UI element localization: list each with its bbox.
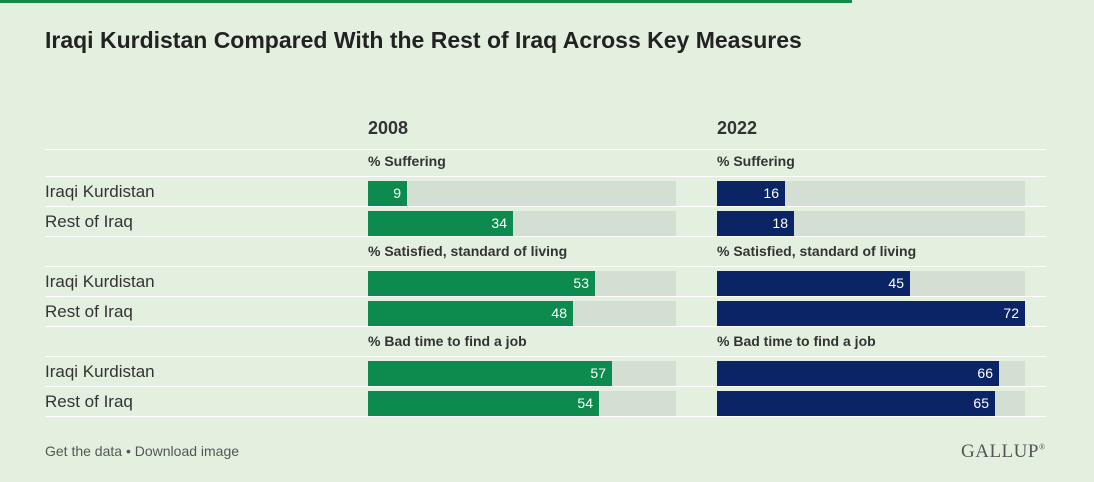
download-image-link[interactable]: Download image [134,443,240,459]
row-divider [45,326,1046,327]
bar-value-label: 57 [590,365,606,381]
row-label: Rest of Iraq [45,392,133,411]
row-label: Iraqi Kurdistan [45,272,155,291]
bar [717,361,999,386]
bar-track: 34 [368,211,676,236]
measure-divider [45,266,1046,267]
bar [368,181,407,206]
footer-separator: • [122,443,135,459]
bar [368,361,612,386]
year-header-2008: 2008 [368,118,409,138]
measure-label: % Bad time to find a job [717,333,876,349]
header-divider [45,149,1046,150]
measure-label: % Satisfied, standard of living [717,243,917,259]
chart-title: Iraqi Kurdistan Compared With the Rest o… [45,27,802,53]
bar [368,211,513,236]
bar-value-label: 9 [393,185,401,201]
bar-value-label: 45 [888,275,904,291]
top-accent-line [0,0,852,3]
bar [368,271,595,296]
bar-track: 65 [717,391,1025,416]
bar-track: 54 [368,391,676,416]
measure-label: % Bad time to find a job [368,333,527,349]
bar [717,301,1025,326]
bar [717,271,910,296]
get-data-link[interactable]: Get the data [45,443,123,459]
row-divider [45,416,1046,417]
row-label: Iraqi Kurdistan [45,182,155,201]
bar-value-label: 66 [977,365,993,381]
bar-value-label: 54 [577,395,593,411]
bar-value-label: 16 [763,185,779,201]
measure-divider [45,356,1046,357]
bar-track: 53 [368,271,676,296]
row-divider [45,296,1046,297]
row-divider [45,206,1046,207]
bar [717,391,995,416]
gallup-logo: GALLUP® [961,441,1046,462]
measure-label: % Satisfied, standard of living [368,243,568,259]
bar-track: 48 [368,301,676,326]
bar-value-label: 65 [973,395,989,411]
bar-value-label: 48 [551,305,567,321]
bar-track: 45 [717,271,1025,296]
row-label: Rest of Iraq [45,212,133,231]
bar [717,181,785,206]
bar [368,391,599,416]
bar-track: 57 [368,361,676,386]
measure-label: % Suffering [717,153,795,169]
bar-track: 9 [368,181,676,206]
bar-track: 16 [717,181,1025,206]
bar-track: 72 [717,301,1025,326]
bar-value-label: 34 [491,215,507,231]
bar-track: 18 [717,211,1025,236]
bar [717,211,794,236]
bar-track: 66 [717,361,1025,386]
bar-value-label: 18 [772,215,788,231]
row-divider [45,386,1046,387]
footer: Get the data • Download image [45,443,239,459]
measure-divider [45,176,1046,177]
bar-value-label: 72 [1003,305,1019,321]
row-label: Iraqi Kurdistan [45,362,155,381]
bar [368,301,573,326]
row-label: Rest of Iraq [45,302,133,321]
row-divider [45,236,1046,237]
year-header-2022: 2022 [717,118,758,138]
measure-label: % Suffering [368,153,446,169]
bar-value-label: 53 [573,275,589,291]
